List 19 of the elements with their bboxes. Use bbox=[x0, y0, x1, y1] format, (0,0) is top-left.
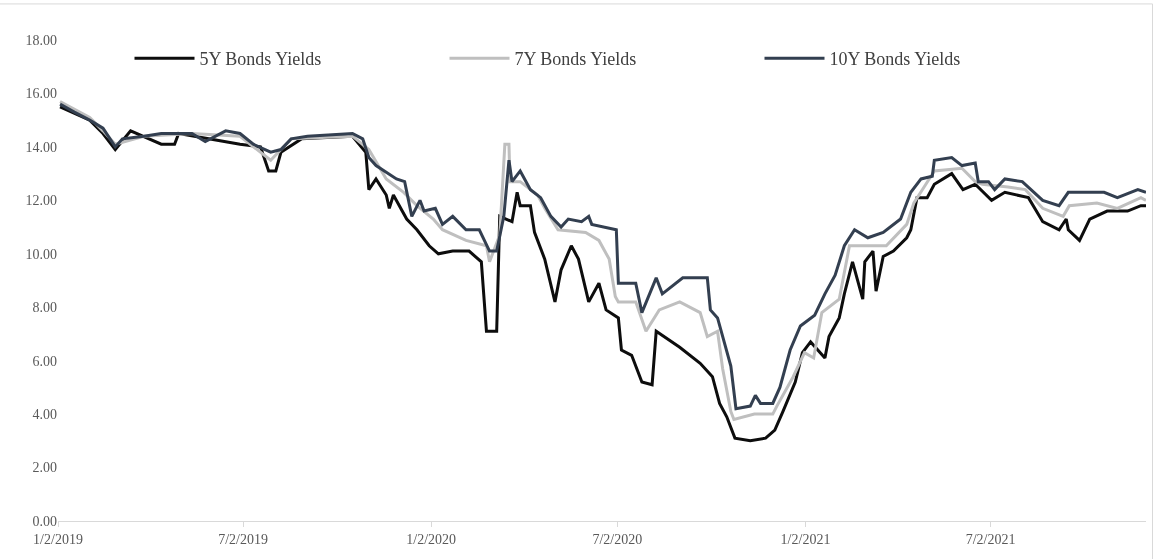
x-tick-label: 1/2/2019 bbox=[33, 531, 83, 547]
x-tick-label: 7/2/2020 bbox=[592, 531, 643, 547]
y-tick-label: 12.00 bbox=[25, 193, 57, 209]
y-tick-label: 8.00 bbox=[32, 300, 57, 316]
y-tick-label: 2.00 bbox=[32, 460, 57, 476]
x-tick-label: 1/2/2021 bbox=[780, 531, 831, 547]
legend-label: 7Y Bonds Yields bbox=[514, 49, 637, 70]
legend-label: 10Y Bonds Yields bbox=[829, 49, 961, 70]
y-tick-label: 18.00 bbox=[25, 32, 57, 48]
y-tick-label: 10.00 bbox=[25, 246, 57, 262]
x-tick-label: 1/2/2020 bbox=[406, 531, 457, 547]
y-tick-label: 4.00 bbox=[32, 407, 57, 423]
x-tick-label: 7/2/2021 bbox=[965, 531, 1016, 547]
y-tick-label: 0.00 bbox=[32, 513, 57, 529]
legend-label: 5Y Bonds Yields bbox=[199, 49, 322, 70]
x-tick-label: 7/2/2019 bbox=[218, 531, 268, 547]
y-tick-label: 6.00 bbox=[32, 353, 57, 369]
y-tick-label: 14.00 bbox=[25, 139, 57, 155]
y-tick-label: 16.00 bbox=[25, 86, 57, 102]
